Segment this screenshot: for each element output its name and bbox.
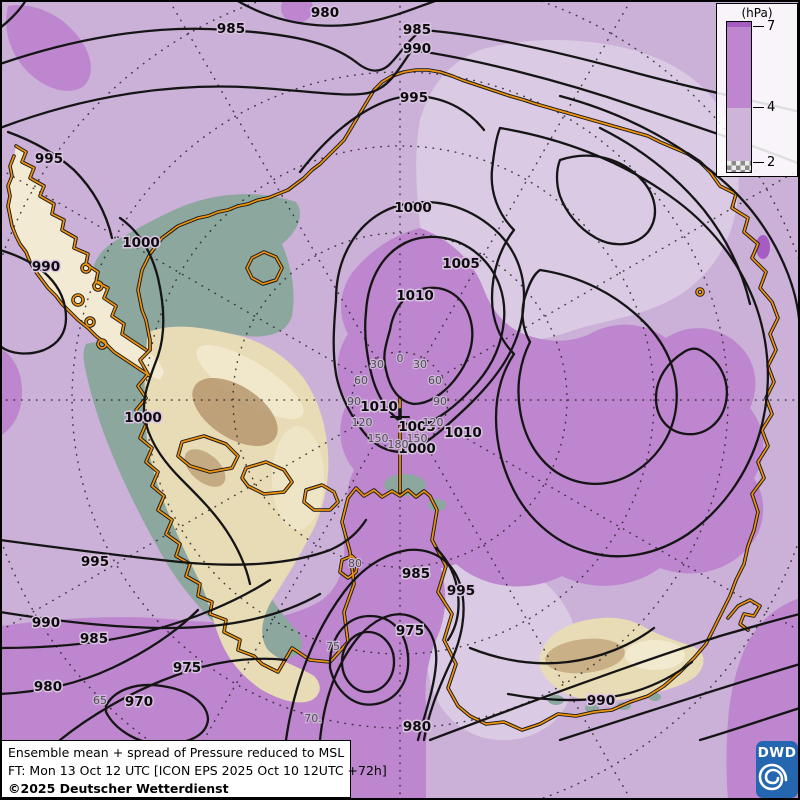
isobar-label: 990 — [587, 693, 615, 709]
meridian-line — [168, 440, 377, 800]
legend-tick-label: 4 — [767, 100, 776, 115]
isobar-label: 980 — [403, 719, 431, 735]
meridian-line — [440, 168, 800, 377]
isobar-label: 995 — [81, 554, 109, 570]
isobar-label: 985 — [402, 566, 430, 582]
isobar-label: 995 — [447, 583, 475, 599]
graticule-label: 90 — [433, 395, 447, 408]
isobar-label: 990 — [32, 259, 60, 275]
terrain-highlight — [272, 426, 324, 530]
graticule-label: 150 — [407, 432, 428, 445]
graticule-label: 30 — [370, 358, 384, 371]
isobar-label: 980 — [34, 679, 62, 695]
isobar-label: 970 — [125, 694, 153, 710]
isobar-label: 1000 — [394, 200, 432, 216]
isobar-label: 985 — [217, 21, 245, 37]
spread-gt7-spot — [756, 235, 770, 259]
isobar-label: 985 — [403, 22, 431, 38]
meridian-line — [423, 0, 632, 360]
meridian-line — [0, 423, 360, 632]
contour-labels: 9809859909959859951000990100010051010100… — [30, 4, 616, 737]
graticule-label: 120 — [352, 416, 373, 429]
legend-tick-label: 7 — [767, 19, 776, 34]
graticule-label: 0 — [397, 352, 404, 365]
legend-tick — [753, 107, 764, 108]
graticule-label: 30 — [413, 358, 427, 371]
latitude-circle — [232, 232, 568, 568]
graticule-label: 60 — [428, 374, 442, 387]
forecast-time: FT: Mon 13 Oct 12 UTC [ICON EPS 2025 Oct… — [8, 762, 387, 778]
isobar-label: 995 — [35, 151, 63, 167]
chart-info-box: Ensemble mean + spread of Pressure reduc… — [1, 740, 387, 798]
graticule-label: 150 — [368, 432, 389, 445]
spiral-icon — [758, 763, 788, 791]
graticule-label: 65 — [93, 694, 107, 707]
terrain-brown — [545, 638, 625, 674]
latitude-circle — [145, 145, 655, 655]
isobar-label: 980 — [311, 5, 339, 21]
graticule-label: 180 — [388, 438, 409, 451]
spread-legend: (hPa) 7 4 2 — [716, 3, 798, 177]
legend-tick — [753, 26, 764, 27]
meridian-line — [168, 0, 377, 360]
legend-tick-label: 2 — [767, 155, 776, 170]
legend-band-gt7 — [727, 22, 751, 27]
meridian-line — [440, 423, 800, 632]
isobar-label: 1005 — [442, 256, 480, 272]
legend-band-4to7 — [727, 27, 751, 108]
isobar-label: 995 — [400, 90, 428, 106]
legend-colorbar — [726, 21, 752, 173]
isobar-label: 975 — [396, 623, 424, 639]
terrain-brown — [192, 377, 278, 447]
isobar-label: 1005 — [398, 419, 436, 435]
legend-band-2to4 — [727, 108, 751, 161]
legend-tick — [753, 162, 764, 163]
graticule-label: 120 — [423, 416, 444, 429]
isobar-label: 990 — [32, 615, 60, 631]
isobar-label: 985 — [80, 631, 108, 647]
dwd-logo: DWD — [756, 741, 798, 798]
coastline — [7, 69, 779, 731]
graticule-label: 90 — [347, 395, 361, 408]
isobar-label: 1000 — [398, 441, 436, 457]
isobar-contours — [0, 0, 800, 746]
terrain-west-antarctica — [144, 326, 329, 703]
legend-band-lt2 — [727, 161, 751, 172]
isobar-label: 990 — [403, 41, 431, 57]
dwd-logo-text: DWD — [757, 745, 797, 761]
graticule-label: 60 — [354, 374, 368, 387]
graticule-label: 70. — [304, 712, 322, 725]
isobar-label: 1000 — [122, 235, 160, 251]
isobar-label: 1010 — [360, 399, 398, 415]
terrain-brown — [184, 449, 226, 487]
coastline-layer — [6, 68, 780, 732]
isobar-label: 1010 — [396, 288, 434, 304]
isobar-label: 1010 — [444, 425, 482, 441]
graticule-label: 80 — [348, 557, 362, 570]
legend-title: (hPa) — [741, 6, 773, 20]
graticule-label: 75 — [326, 640, 340, 653]
chart-title: Ensemble mean + spread of Pressure reduc… — [8, 745, 345, 760]
copyright: ©2025 Deutscher Wetterdienst — [8, 780, 229, 796]
isobar-label: 1000 — [124, 410, 162, 426]
isobar-label: 975 — [173, 660, 201, 676]
